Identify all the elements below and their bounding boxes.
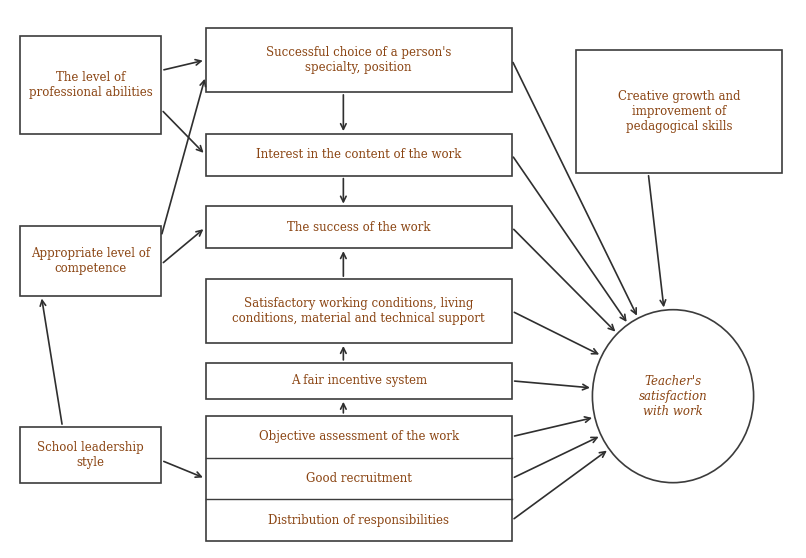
Text: Objective assessment of the work: Objective assessment of the work bbox=[259, 430, 459, 443]
FancyBboxPatch shape bbox=[206, 134, 512, 176]
FancyBboxPatch shape bbox=[206, 206, 512, 248]
Text: Good recruitment: Good recruitment bbox=[305, 472, 412, 485]
Text: A fair incentive system: A fair incentive system bbox=[291, 374, 426, 387]
Text: Distribution of responsibilities: Distribution of responsibilities bbox=[268, 514, 449, 527]
FancyBboxPatch shape bbox=[206, 28, 512, 92]
FancyBboxPatch shape bbox=[20, 427, 161, 483]
Text: The success of the work: The success of the work bbox=[287, 221, 430, 234]
FancyBboxPatch shape bbox=[206, 363, 512, 399]
Ellipse shape bbox=[592, 310, 754, 483]
Text: Successful choice of a person's
specialty, position: Successful choice of a person's specialt… bbox=[266, 46, 451, 74]
Text: Teacher's
satisfaction
with work: Teacher's satisfaction with work bbox=[638, 374, 708, 418]
FancyBboxPatch shape bbox=[206, 279, 512, 343]
FancyBboxPatch shape bbox=[20, 226, 161, 296]
Text: Satisfactory working conditions, living
conditions, material and technical suppo: Satisfactory working conditions, living … bbox=[232, 297, 485, 325]
Text: Creative growth and
improvement of
pedagogical skills: Creative growth and improvement of pedag… bbox=[618, 90, 740, 133]
Text: Appropriate level of
competence: Appropriate level of competence bbox=[31, 247, 150, 275]
FancyBboxPatch shape bbox=[20, 36, 161, 134]
Text: Interest in the content of the work: Interest in the content of the work bbox=[256, 148, 461, 161]
FancyBboxPatch shape bbox=[206, 416, 512, 541]
Text: The level of
professional abilities: The level of professional abilities bbox=[29, 71, 152, 99]
FancyBboxPatch shape bbox=[576, 50, 782, 173]
Text: School leadership
style: School leadership style bbox=[37, 441, 144, 469]
